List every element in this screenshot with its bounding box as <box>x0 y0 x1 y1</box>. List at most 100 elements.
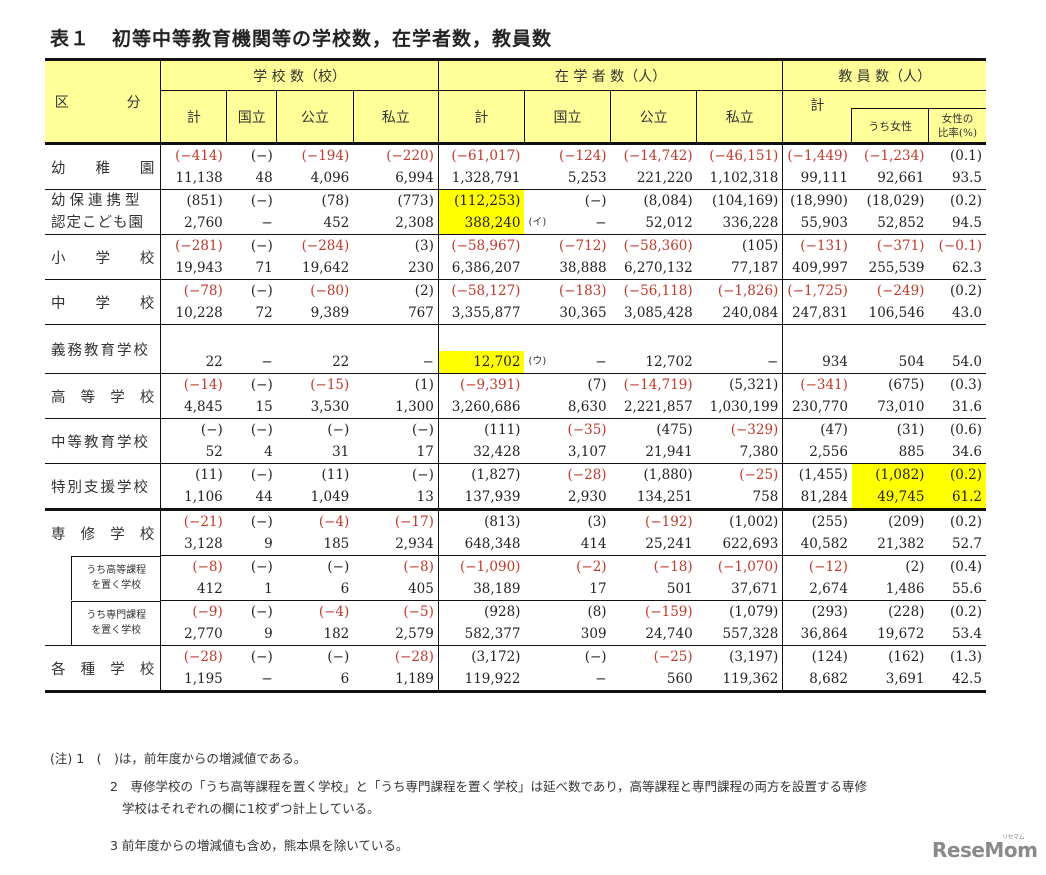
value-cell: 2,930 <box>567 489 607 505</box>
value-cell: 9,389 <box>310 305 350 321</box>
note-3: 3 前年度からの増減値も含め，熊本県を除いている。 <box>110 838 409 853</box>
table-row-value: 10,228 72 9,389 767 3,355,877 30,365 3,085,428… <box>45 302 986 325</box>
value-cell: 49,745 <box>851 486 929 510</box>
value-cell: 336,228 <box>722 215 779 231</box>
header-students-national: 国立 <box>523 90 611 145</box>
value-cell: 557,328 <box>722 626 779 642</box>
value-cell: 13 <box>416 489 434 505</box>
change-cell <box>160 324 227 351</box>
change-cell: (773) <box>353 189 439 212</box>
value-cell: 2,770 <box>160 623 227 646</box>
value-cell: 230 <box>408 260 434 276</box>
value-cell: 52,852 <box>877 215 925 231</box>
value-cell: 388,240 <box>437 212 525 235</box>
value-cell: 37,671 <box>731 581 779 597</box>
value-cell: 6 <box>276 668 354 693</box>
value-cell: 25,241 <box>645 536 693 552</box>
change-cell: (−1,090) <box>437 555 525 578</box>
change-cell: (−14,719) <box>610 373 697 396</box>
change-cell: (−1,725) <box>782 279 852 302</box>
change-cell: (−) <box>226 373 277 396</box>
table-row-value: 19,943 71 19,642 230 6,386,207 38,888 6,270,13… <box>45 257 986 280</box>
change-cell: (0.3) <box>928 373 986 396</box>
change-cell: (−28) <box>524 463 611 486</box>
change-cell: (−) <box>226 189 277 212</box>
value-cell: 134,251 <box>636 489 693 505</box>
value-cell: 414 <box>580 536 607 552</box>
change-cell <box>353 324 439 351</box>
row-label: 特別支援学校 <box>45 463 161 510</box>
value-cell: 185 <box>323 536 350 552</box>
value-cell: 3,355,877 <box>437 302 525 325</box>
change-cell <box>851 324 929 351</box>
value-cell: 221,220 <box>636 170 693 186</box>
value-cell: 767 <box>408 305 434 321</box>
value-cell: 6,386,207 <box>437 257 525 280</box>
change-cell: (11) <box>160 463 227 486</box>
table-row-change: うち専門課程 を置く学校 (−9) (−) (−4) (−5) (928) (8) (−159)… <box>45 600 986 645</box>
value-cell: 3,530 <box>310 399 350 415</box>
value-cell: − <box>261 354 273 370</box>
value-cell: 8,630 <box>567 399 607 415</box>
change-cell: (8) <box>524 600 611 623</box>
change-cell: (−5) <box>353 600 439 623</box>
value-cell: 40,582 <box>782 533 852 556</box>
value-cell: 19,943 <box>160 257 227 280</box>
change-cell: (111) <box>437 418 525 441</box>
change-cell: (2) <box>353 279 439 302</box>
value-cell: 2,308 <box>395 215 434 231</box>
change-cell: (1,455) <box>782 463 852 486</box>
value-cell: 452 <box>323 215 350 231</box>
value-cell: 622,693 <box>722 536 779 552</box>
value-cell: (ウ) − <box>524 351 610 374</box>
change-cell: (−4) <box>276 600 354 623</box>
value-cell: 2,556 <box>782 441 852 464</box>
header-students-public: 公立 <box>610 90 697 145</box>
change-cell: (−25) <box>610 645 697 668</box>
change-cell: (2) <box>851 555 929 578</box>
change-cell: (0.2) <box>928 508 986 533</box>
value-cell: 38,189 <box>437 578 525 601</box>
change-cell: (−) <box>226 418 277 441</box>
change-cell: (47) <box>782 418 852 441</box>
table-number: 表１ <box>50 28 91 50</box>
value-cell: 2,221,857 <box>623 399 693 415</box>
table-row-change: 専修学校 (−21) (−) (−4) (−17) (813) (3) (−192) (1,00… <box>45 508 986 556</box>
value-cell: 77,187 <box>731 260 779 276</box>
value-cell: 247,831 <box>782 302 852 325</box>
change-cell: (0.2) <box>928 279 986 302</box>
change-cell: (−) <box>160 418 227 441</box>
change-cell: (475) <box>610 418 697 441</box>
table-row-value: 412 1 6 405 38,189 17 501 37,671 2,674 1,486 55.6 <box>45 578 986 601</box>
change-cell: (0.2) <box>928 463 986 486</box>
change-cell: (−) <box>276 418 354 441</box>
header-teachers-female-ratio: 女性の 比率(%) <box>927 108 986 145</box>
table-row-change: うち高等課程 を置く学校 (−8) (−) (−) (−8) (−1,090) (−2) (−1… <box>45 555 986 600</box>
change-cell: (−712) <box>524 234 611 257</box>
value-cell: 17 <box>416 444 434 460</box>
change-cell: (1,082) <box>851 463 929 486</box>
value-cell: 62.3 <box>951 260 982 276</box>
value-cell: 885 <box>898 444 925 460</box>
change-cell: (851) <box>160 189 227 212</box>
table-row-change: 幼稚園 (−414) (−) (−194) (−220) (−61,017) (−124) (… <box>45 143 986 177</box>
change-cell: (−371) <box>851 234 929 257</box>
value-cell: 36,864 <box>782 623 852 646</box>
change-cell: (5,321) <box>696 373 783 396</box>
table-row-change: 特別支援学校 (11) (−) (11) (−) (1,827) (−28) (1,880)(… <box>45 463 986 510</box>
change-cell: (−192) <box>610 508 697 533</box>
change-cell: (293) <box>782 600 852 623</box>
table-row-change: 義務教育学校 <box>45 324 986 374</box>
value-cell: 21,941 <box>645 444 693 460</box>
row-label: 専修学校 <box>45 508 161 556</box>
change-cell: (228) <box>851 600 929 623</box>
value-cell: 3,107 <box>567 444 607 460</box>
table-row-value: 3,128 9 185 2,934 648,348 414 25,241 622,693 40,… <box>45 533 986 556</box>
value-cell: 6,994 <box>395 170 434 186</box>
change-cell: (−) <box>276 555 354 578</box>
row-label: 中等教育学校 <box>45 418 161 464</box>
change-cell: (−12) <box>782 555 852 578</box>
change-cell <box>437 324 525 351</box>
change-cell: (0.2) <box>928 600 986 623</box>
change-cell: (1.3) <box>928 645 986 668</box>
